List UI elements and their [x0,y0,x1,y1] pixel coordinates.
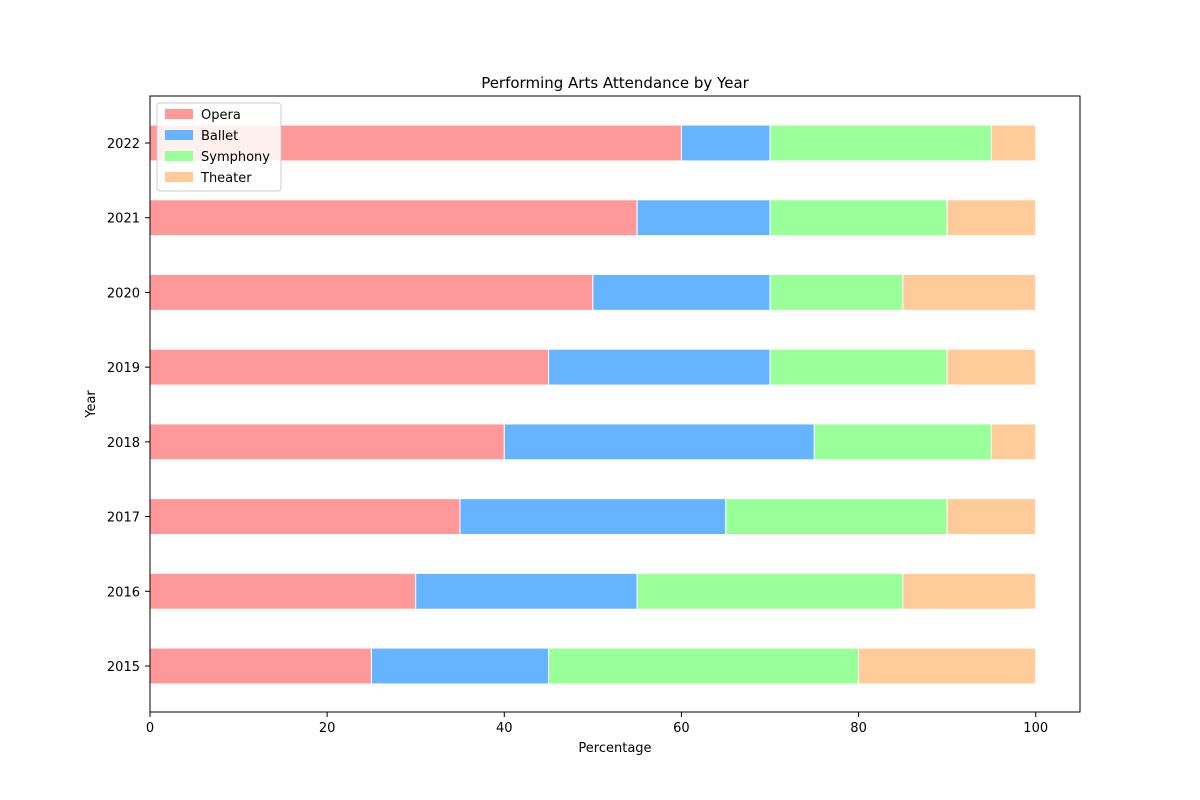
bar-symphony-2016 [636,572,904,610]
y-axis-label: Year [84,390,99,419]
bar-opera-2021 [149,199,638,237]
legend-swatch-opera [165,109,193,119]
legend-box [156,102,282,192]
x-tick-label: 60 [673,721,690,736]
legend-label-opera: Opera [201,108,241,123]
x-axis: 0 20 40 60 80 100 [146,712,1048,736]
y-tick-label: 2021 [107,212,140,227]
y-tick-label: 2015 [107,660,140,675]
bar-theater-2018 [990,423,1037,461]
bar-theater-2020 [902,273,1037,311]
x-tick-label: 40 [496,721,513,736]
bar-opera-2019 [149,348,550,386]
x-tick-label: 80 [850,721,867,736]
bar-theater-2022 [990,124,1037,162]
legend-label-symphony: Symphony [201,150,270,165]
legend-swatch-symphony [165,151,193,161]
bar-symphony-2019 [769,348,948,386]
bar-ballet-2016 [415,572,638,610]
bar-opera-2015 [149,647,372,685]
bar-ballet-2019 [548,348,771,386]
y-tick-label: 2016 [107,585,140,600]
bar-theater-2015 [858,647,1037,685]
bar-ballet-2017 [459,498,727,536]
y-tick-label: 2020 [107,286,140,301]
bar-opera-2017 [149,498,461,536]
x-tick-label: 20 [319,721,336,736]
legend-label-theater: Theater [200,171,252,186]
bars-group [149,124,1037,685]
y-tick-label: 2022 [107,137,140,152]
bar-ballet-2021 [636,199,771,237]
legend-swatch-theater [165,172,193,182]
bar-symphony-2017 [725,498,948,536]
bar-symphony-2020 [769,273,904,311]
bar-symphony-2022 [769,124,992,162]
x-tick-label: 0 [146,721,154,736]
y-tick-label: 2017 [107,511,140,526]
plot-frame [149,95,1081,713]
bar-ballet-2018 [503,423,815,461]
bar-symphony-2021 [769,199,948,237]
bar-theater-2016 [902,572,1037,610]
x-axis-label: Percentage [578,741,651,756]
bar-opera-2018 [149,423,505,461]
legend: Opera Ballet Symphony Theater [156,102,282,192]
bar-ballet-2015 [370,647,550,685]
bar-opera-2016 [149,572,417,610]
bar-theater-2017 [946,498,1037,536]
chart-title: Performing Arts Attendance by Year [481,74,749,92]
legend-label-ballet: Ballet [201,129,238,144]
bar-ballet-2022 [680,124,771,162]
bar-theater-2019 [946,348,1037,386]
bar-symphony-2015 [548,647,860,685]
bar-ballet-2020 [592,273,771,311]
y-tick-label: 2018 [107,436,140,451]
y-axis: 2015 2016 2017 2018 2019 2020 2021 2022 [107,137,150,675]
bar-opera-2020 [149,273,594,311]
bar-symphony-2018 [813,423,992,461]
y-tick-label: 2019 [107,361,140,376]
bar-theater-2021 [946,199,1037,237]
x-tick-label: 100 [1023,721,1048,736]
legend-swatch-ballet [165,130,193,140]
